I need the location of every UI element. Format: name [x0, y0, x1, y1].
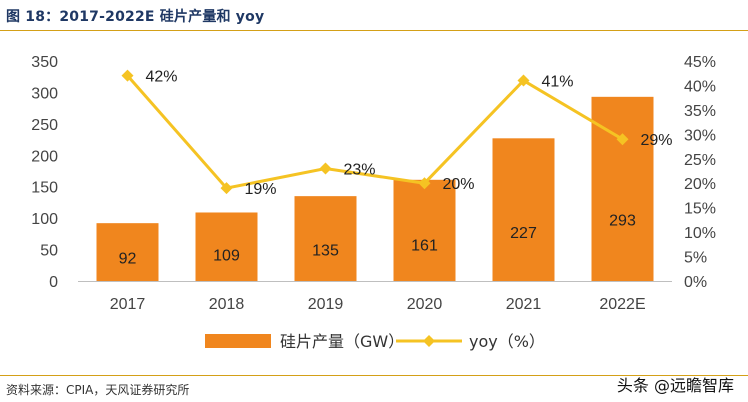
legend-swatch-bar: [205, 334, 271, 348]
x-tick-label: 2021: [506, 296, 542, 313]
right-y-tick-label: 5%: [684, 250, 707, 267]
left-y-tick-label: 300: [31, 85, 58, 102]
x-tick-label: 2022E: [599, 296, 645, 313]
bar-value-label: 92: [119, 251, 137, 268]
right-y-tick-label: 35%: [684, 103, 716, 120]
yoy-point-marker: [319, 162, 332, 175]
left-y-tick-label: 250: [31, 117, 58, 134]
top-rule: [0, 30, 748, 31]
left-y-tick-label: 0: [49, 274, 58, 291]
source-note: 资料来源：CPIA，天风证券研究所: [6, 383, 190, 397]
right-y-tick-label: 45%: [684, 54, 716, 71]
right-y-tick-label: 40%: [684, 78, 716, 95]
right-y-tick-label: 20%: [684, 176, 716, 193]
yoy-value-label: 29%: [641, 132, 673, 149]
yoy-point-marker: [418, 177, 431, 190]
yoy-point-marker: [121, 69, 134, 82]
left-y-tick-label: 200: [31, 148, 58, 165]
x-tick-label: 2017: [110, 296, 146, 313]
x-axis: 2017 2018 2019 2020 2021 2022E: [78, 281, 672, 313]
legend-label-line: yoy（%）: [469, 332, 545, 351]
left-y-tick-label: 100: [31, 211, 58, 228]
left-y-tick-label: 150: [31, 180, 58, 197]
left-y-tick-label: 50: [40, 243, 58, 260]
bar-series: 92 109 135 161 227 293: [96, 96, 654, 281]
figure-title: 图 18：2017-2022E 硅片产量和 yoy: [6, 9, 265, 25]
combo-chart: 0 50 100 150 200 250 300 350 0% 5% 10% 15% 20% 25% 30…: [31, 54, 716, 351]
right-y-tick-label: 15%: [684, 201, 716, 218]
bar-2021: [492, 138, 555, 281]
bar-value-label: 135: [312, 243, 339, 260]
legend-swatch-marker: [423, 335, 435, 347]
bar-value-label: 227: [510, 225, 537, 242]
right-y-axis: 0% 5% 10% 15% 20% 25% 30% 35% 40% 45%: [684, 54, 716, 291]
yoy-point-marker: [517, 74, 530, 87]
left-y-axis: 0 50 100 150 200 250 300 350: [31, 54, 58, 291]
x-tick-label: 2018: [209, 296, 245, 313]
bottom-rule: [0, 375, 748, 376]
yoy-value-label: 42%: [146, 69, 178, 86]
yoy-point-marker: [220, 182, 233, 195]
legend: 硅片产量（GW） yoy（%）: [205, 332, 545, 351]
yoy-line-series: 42% 19% 23% 20% 41% 29%: [121, 69, 673, 198]
yoy-value-label: 41%: [542, 74, 574, 91]
bar-value-label: 293: [609, 213, 636, 230]
bar-value-label: 161: [411, 238, 438, 255]
yoy-point-marker: [616, 133, 629, 146]
yoy-value-label: 19%: [245, 181, 277, 198]
bar-2017: [96, 223, 159, 281]
right-y-tick-label: 0%: [684, 274, 707, 291]
x-tick-label: 2020: [407, 296, 443, 313]
bar-2020: [393, 179, 456, 281]
legend-label-bar: 硅片产量（GW）: [280, 332, 404, 351]
right-y-tick-label: 10%: [684, 225, 716, 242]
yoy-line: [126, 74, 624, 190]
bar-2022E: [591, 96, 654, 281]
right-y-tick-label: 25%: [684, 152, 716, 169]
right-y-tick-label: 30%: [684, 127, 716, 144]
x-tick-label: 2019: [308, 296, 344, 313]
bar-value-label: 109: [213, 247, 240, 264]
bar-2018: [195, 212, 258, 281]
yoy-value-label: 23%: [344, 162, 376, 179]
left-y-tick-label: 350: [31, 54, 58, 71]
bar-2019: [294, 196, 357, 281]
yoy-value-label: 20%: [443, 176, 475, 193]
watermark: 头条 @远瞻智库: [616, 376, 734, 395]
